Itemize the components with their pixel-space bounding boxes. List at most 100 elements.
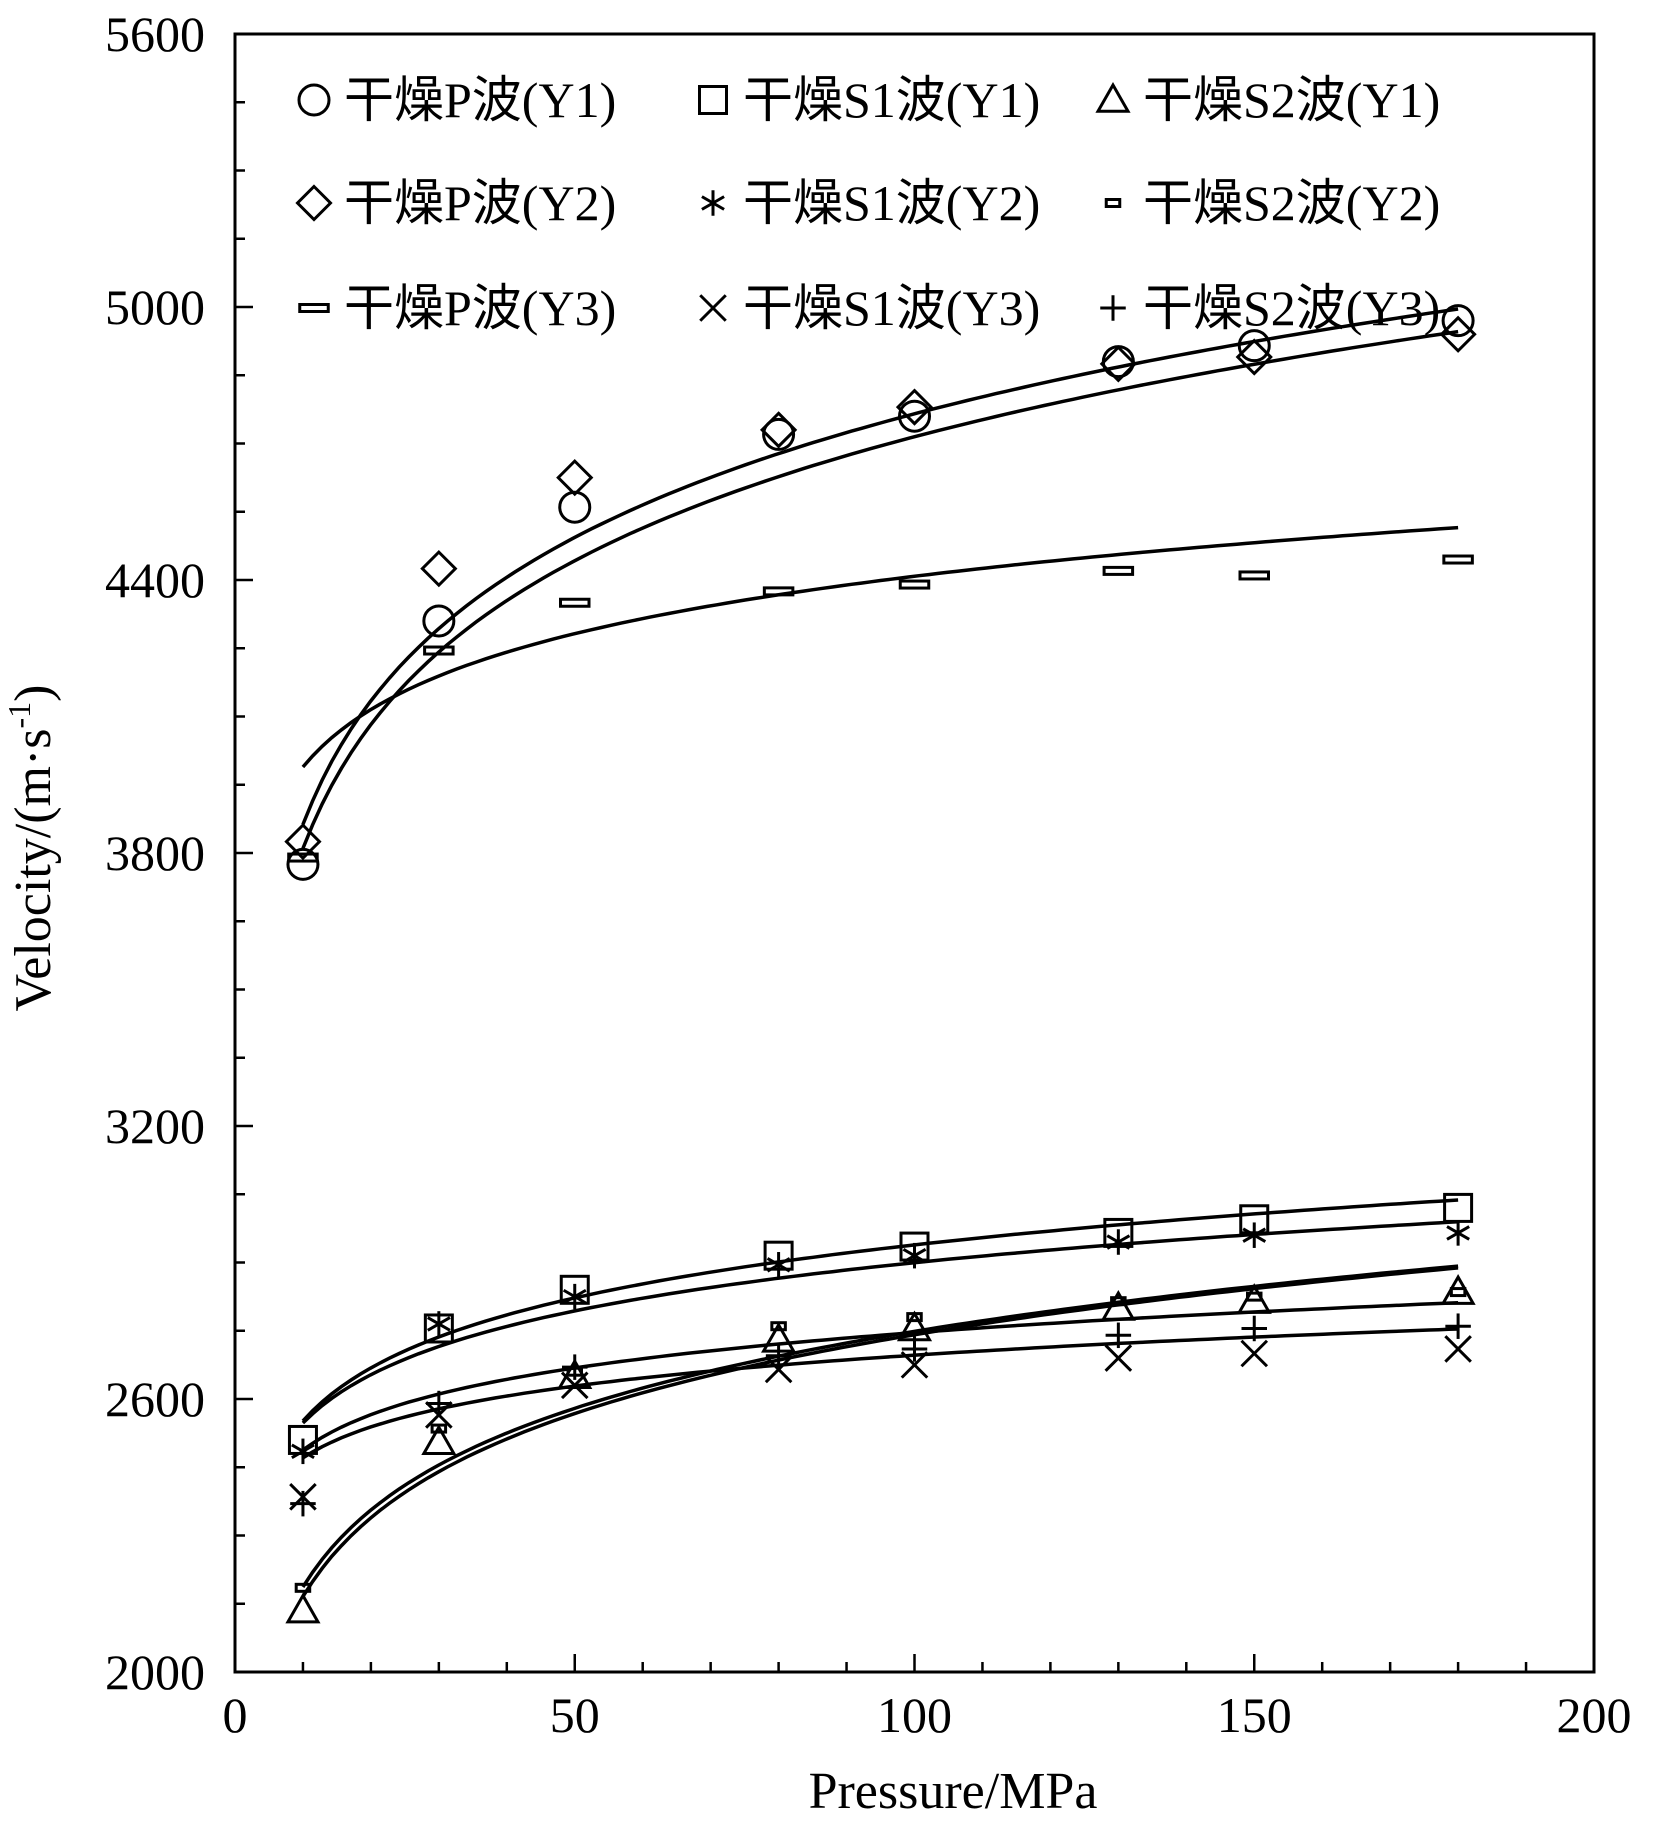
axis-ticks: 0 50 100 150 200 2000 2600 3200 3800 4400 5000 5600 [105, 6, 1632, 1743]
data-point-s8 [560, 1371, 589, 1400]
data-point-s4 [759, 411, 798, 449]
data-point-s1 [558, 490, 592, 524]
data-point-s7 [762, 586, 795, 597]
data-point-s7 [898, 579, 931, 590]
data-point-s5 [562, 1283, 587, 1310]
x-axis-title: Pressure/MPa [809, 1763, 1098, 1820]
fit-curve-2 [301, 1198, 1459, 1423]
x-tick-label: 50 [550, 1687, 600, 1743]
data-point-s5 [1242, 1222, 1267, 1248]
fit-curve-6 [301, 1264, 1459, 1588]
data-point-s7 [1442, 554, 1474, 565]
x-tick-label: 0 [223, 1687, 248, 1743]
fit-curve-7 [301, 525, 1459, 769]
data-point-s7 [1238, 570, 1270, 581]
data-point-s9 [901, 1336, 928, 1362]
data-point-s5 [1106, 1229, 1131, 1255]
legend-marker-6 [1104, 198, 1122, 208]
data-point-s8 [764, 1355, 793, 1384]
data-point-s9 [1241, 1315, 1267, 1342]
y-tick-label: 5000 [105, 279, 205, 335]
data-point-s1 [762, 417, 796, 451]
legend-label-6: 干燥S2波(Y2) [1143, 175, 1440, 231]
x-tick-label: 150 [1217, 1687, 1292, 1743]
data-point-s4 [420, 550, 458, 588]
fit-curve-3 [301, 1266, 1459, 1598]
fit-curves [301, 307, 1459, 1598]
legend-label-7: 干燥P波(Y3) [344, 280, 616, 336]
data-point-s5 [427, 1311, 451, 1337]
fit-curve-1 [301, 329, 1459, 850]
data-point-s8 [1444, 1335, 1472, 1363]
data-point-s1 [898, 399, 931, 433]
data-point-s9 [1105, 1322, 1132, 1349]
data-point-s4 [895, 388, 934, 426]
data-point-s4 [556, 459, 594, 497]
data-point-s8 [900, 1351, 929, 1379]
data-point-s5 [1446, 1220, 1470, 1246]
data-point-s9 [426, 1390, 452, 1417]
data-point-s6 [906, 1312, 923, 1323]
fit-curve-8 [301, 1327, 1459, 1460]
data-point-s3 [285, 1592, 321, 1624]
y-tick-label: 3800 [105, 825, 205, 881]
data-point-s3 [421, 1424, 457, 1455]
data-point-s6 [294, 1582, 312, 1593]
y-tick-label: 2600 [105, 1371, 205, 1427]
y-tick-label: 5600 [105, 6, 205, 62]
legend-label-2: 干燥S1波(Y1) [743, 72, 1040, 128]
data-point-s1 [422, 604, 456, 638]
data-point-s5 [902, 1242, 927, 1269]
data-point-s7 [287, 852, 319, 863]
data-markers [284, 304, 1477, 1624]
data-point-s8 [1104, 1344, 1133, 1372]
data-point-s8 [1240, 1339, 1269, 1368]
data-point-s1 [1441, 304, 1475, 338]
y-axis-title: Velocity/(m·s-1) [1, 684, 62, 1011]
x-tick-label: 200 [1557, 1687, 1632, 1743]
legend-marker-9 [1100, 295, 1126, 321]
data-point-s9 [562, 1354, 588, 1380]
x-tick-label: 100 [877, 1687, 952, 1743]
legend-marker-2 [698, 85, 728, 115]
y-tick-label: 4400 [105, 552, 205, 608]
y-axis-title-end: ) [5, 684, 62, 701]
legend-marker-4 [295, 184, 333, 222]
legend-label-4: 干燥P波(Y2) [344, 175, 616, 231]
data-point-s1 [1237, 329, 1271, 363]
data-point-s9 [765, 1343, 792, 1369]
legend-marker-8 [699, 294, 727, 322]
data-point-s1 [286, 847, 320, 881]
legend-marker-3 [1095, 81, 1131, 113]
data-point-s4 [1235, 338, 1273, 376]
data-point-s9 [290, 1490, 316, 1517]
data-point-s5 [766, 1252, 791, 1278]
data-point-s6 [1110, 1296, 1127, 1307]
y-tick-label: 3200 [105, 1098, 205, 1154]
data-point-s7 [1102, 565, 1135, 576]
legend-marker-5 [701, 190, 725, 216]
legend-label-1: 干燥P波(Y1) [344, 72, 616, 128]
legend-label-3: 干燥S2波(Y1) [1143, 72, 1440, 128]
data-point-s6 [1449, 1287, 1467, 1298]
legend-label-9: 干燥S2波(Y3) [1143, 280, 1440, 336]
data-point-s6 [770, 1321, 787, 1332]
data-point-s7 [423, 645, 455, 656]
legend: 干燥P波(Y1) 干燥S1波(Y1) 干燥S2波(Y1) 干燥P波(Y2) 干燥S1波(… [295, 72, 1440, 336]
data-point-s1 [1101, 345, 1135, 379]
legend-marker-1 [297, 83, 331, 117]
data-point-s4 [1439, 315, 1477, 353]
legend-label-8: 干燥S1波(Y3) [743, 280, 1040, 336]
data-point-s5 [291, 1438, 315, 1465]
data-point-s3 [1440, 1274, 1476, 1305]
data-point-s4 [1099, 345, 1137, 383]
data-point-s6 [1246, 1291, 1263, 1302]
y-axis-title-main: Velocity/(m·s [5, 728, 62, 1011]
data-point-s6 [430, 1423, 448, 1434]
legend-marker-7 [298, 303, 330, 313]
y-tick-label: 2000 [105, 1644, 205, 1700]
data-point-s4 [284, 823, 322, 861]
fit-curve-4 [301, 307, 1459, 826]
